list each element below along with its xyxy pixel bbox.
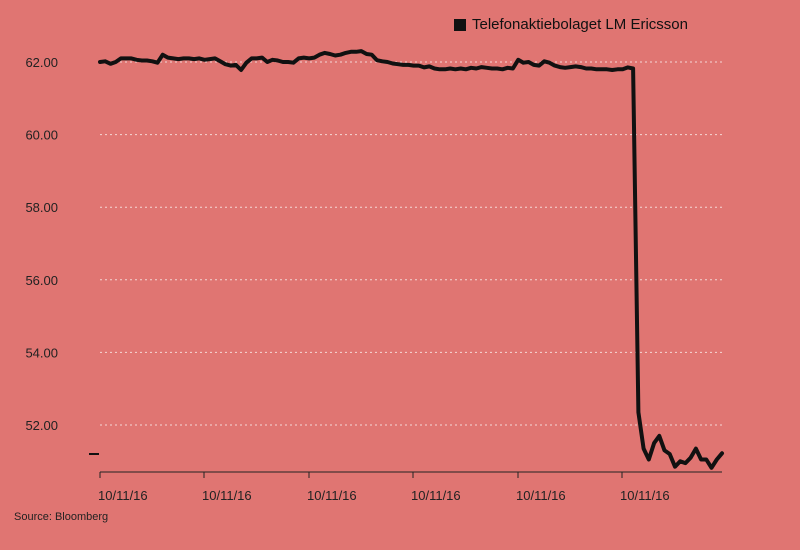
y-tick-label: 60.00 (25, 128, 58, 143)
x-tick-label: 10/11/16 (98, 488, 148, 503)
x-tick-label: 10/11/16 (411, 488, 461, 503)
y-tick-label: 58.00 (25, 200, 58, 215)
x-tick-label: 10/11/16 (620, 488, 670, 503)
legend-swatch (454, 18, 466, 31)
y-tick-label: 54.00 (25, 345, 58, 360)
legend: Telefonaktiebolaget LM Ericsson (454, 16, 688, 33)
x-tick-label: 10/11/16 (202, 488, 252, 503)
legend-label: Telefonaktiebolaget LM Ericsson (472, 16, 688, 33)
source-note: Source: Bloomberg (14, 511, 109, 523)
x-tick-label: 10/11/16 (307, 488, 357, 503)
y-tick-label: 52.00 (25, 418, 58, 433)
x-tick-label: 10/11/16 (516, 488, 566, 503)
series-line-ericsson (98, 49, 724, 470)
y-tick-label: 62.00 (25, 55, 58, 70)
y-tick-label: 56.00 (25, 273, 58, 288)
